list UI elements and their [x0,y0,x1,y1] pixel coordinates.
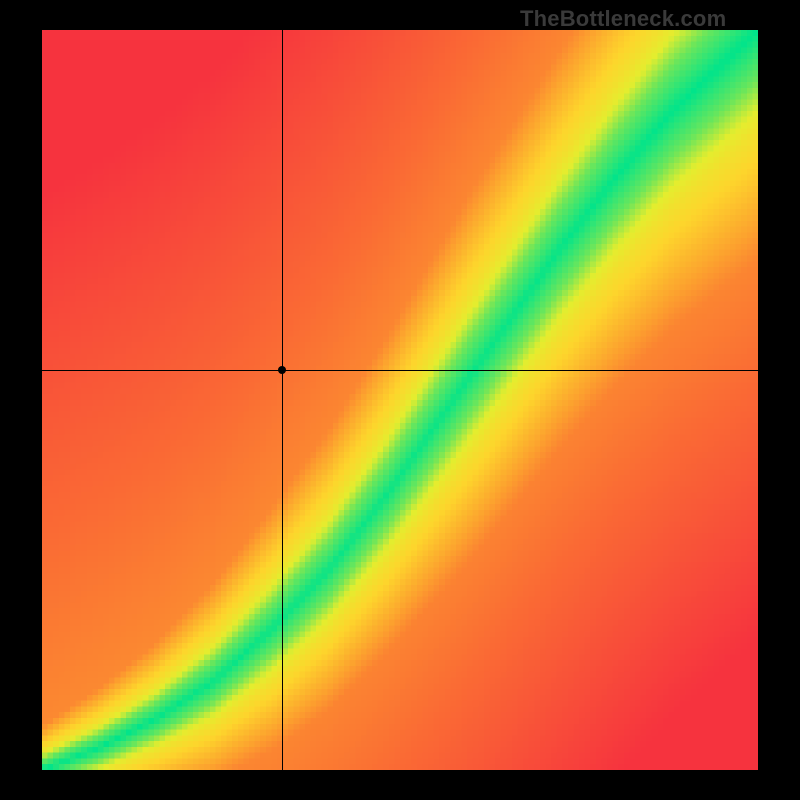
bottleneck-heatmap [42,30,758,770]
crosshair-horizontal-line [42,370,758,371]
crosshair-marker-dot [278,366,286,374]
watermark-text: TheBottleneck.com [520,6,726,32]
crosshair-vertical-line [282,30,283,770]
